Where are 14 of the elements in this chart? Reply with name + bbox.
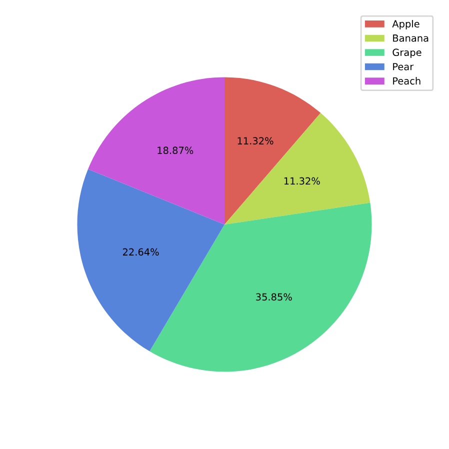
pie-slice (224, 77, 321, 224)
legend-label: Banana (393, 34, 428, 42)
data-label: 11.32% (238, 137, 274, 144)
legend-label: Grape (392, 48, 422, 58)
legend-label: Peach (393, 77, 420, 85)
data-label: 35.85% (256, 293, 292, 301)
data-label: 22.64% (122, 248, 159, 256)
data-label: 18.87% (158, 146, 194, 154)
legend-label: Apple (392, 20, 420, 30)
pie-slice (88, 77, 224, 224)
data-label: 11.32% (284, 177, 320, 185)
pie-slice (77, 169, 224, 352)
legend-label: Pear (393, 63, 414, 70)
pie-slice (224, 112, 370, 224)
